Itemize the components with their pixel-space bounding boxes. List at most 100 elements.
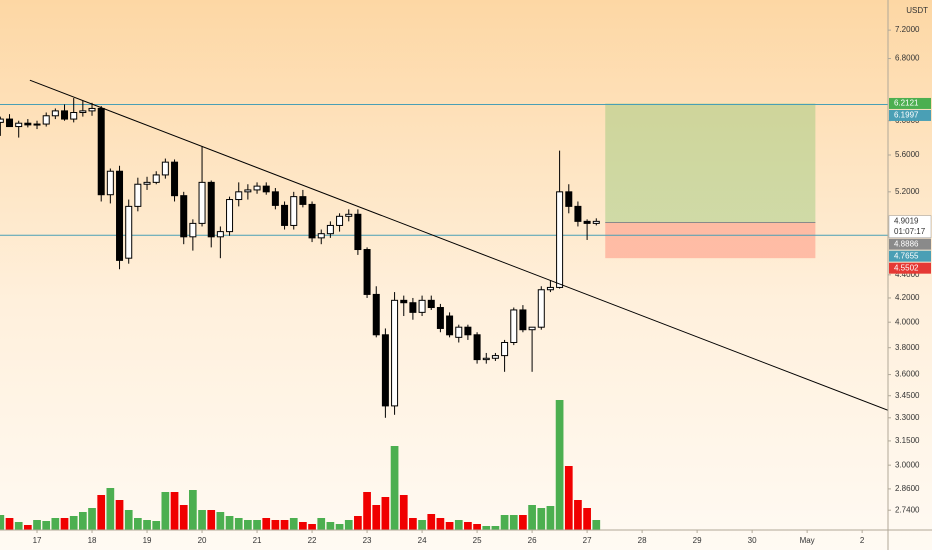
volume-bar — [5, 518, 14, 530]
candle-body — [326, 224, 334, 235]
volume-bar — [344, 520, 353, 530]
y-tick-label: 4.4000 — [895, 270, 920, 279]
volume-bar — [244, 520, 252, 530]
volume-bar — [0, 515, 5, 530]
candle-body — [79, 110, 87, 114]
candle-body — [336, 215, 344, 226]
volume-bar — [583, 508, 591, 530]
volume-bar — [124, 510, 133, 530]
candle-body — [501, 341, 509, 357]
volume-bar — [537, 508, 546, 530]
candle-body — [583, 220, 591, 224]
candle-body — [207, 181, 215, 238]
volume-bar — [133, 518, 142, 530]
x-tick-label: 24 — [418, 536, 427, 545]
price-label: 4.7655 — [894, 251, 919, 260]
price-label: 4.8886 — [894, 239, 919, 248]
candle-body — [15, 122, 23, 128]
y-tick-label: 5.2000 — [895, 187, 920, 196]
volume-bar — [464, 522, 472, 530]
candle-body — [33, 123, 41, 126]
price-label-box — [889, 109, 931, 121]
candle-body — [455, 326, 463, 338]
candle-body — [537, 289, 545, 328]
volume-bar — [574, 500, 582, 530]
candle-body — [171, 161, 179, 197]
x-tick-label: 20 — [198, 536, 207, 545]
volume-bar — [299, 522, 307, 530]
volume-bar — [253, 520, 261, 530]
candle-body — [381, 334, 389, 407]
candle-body — [235, 191, 243, 201]
volume-bar — [546, 506, 555, 530]
candle-body — [418, 299, 426, 313]
volume-bar — [482, 526, 491, 530]
loss-zone — [605, 222, 816, 259]
x-tick-label: 21 — [253, 536, 262, 545]
volume-bar — [170, 492, 179, 530]
candle-body — [189, 222, 197, 238]
volume-bar — [409, 518, 417, 530]
volume-bar — [189, 490, 197, 530]
volume-bar — [491, 526, 500, 530]
volume-bar — [381, 497, 390, 530]
candle-body — [473, 334, 481, 361]
y-tick-label: 3.3000 — [895, 413, 920, 422]
volume-bar — [42, 521, 51, 530]
trendline — [29, 79, 888, 411]
candle-body — [446, 315, 454, 336]
volume-bar — [143, 520, 151, 530]
candle-body — [345, 213, 353, 217]
volume-bar — [106, 488, 115, 530]
candle-body — [143, 181, 151, 185]
volume-bar — [317, 518, 326, 530]
price-label-box — [889, 262, 931, 274]
y-tick-label: 3.8000 — [895, 343, 920, 352]
price-label: 4.9019 — [894, 216, 919, 225]
candle-body — [299, 196, 307, 205]
candle-body — [161, 161, 169, 176]
candle-body — [400, 299, 408, 304]
candle-body — [0, 118, 4, 123]
volume-bar — [207, 510, 216, 530]
candle-body — [116, 170, 124, 261]
x-tick-label: 22 — [308, 536, 317, 545]
price-label: 6.2121 — [894, 99, 919, 108]
volume-bar — [519, 515, 527, 530]
y-tick-label: 2.8600 — [895, 484, 920, 493]
x-tick-label: 25 — [473, 536, 482, 545]
volume-bar — [280, 520, 289, 530]
x-tick-label: 17 — [33, 536, 42, 545]
volume-bar — [14, 522, 23, 530]
candle-body — [262, 185, 270, 193]
volume-bar — [399, 495, 408, 530]
candle-body — [372, 293, 380, 336]
candle-body — [363, 249, 371, 295]
volume-bar — [51, 518, 60, 530]
volume-bar — [436, 518, 445, 530]
candle-body — [271, 191, 279, 206]
candle-body — [24, 122, 32, 126]
candle-body — [491, 355, 499, 359]
volume-bar — [60, 518, 69, 530]
y-tick-label: 3.0000 — [895, 460, 920, 469]
price-label-box — [889, 250, 931, 262]
candle-body — [125, 205, 133, 259]
volume-bar — [262, 518, 271, 530]
volume-bar — [528, 505, 536, 530]
candle-body — [427, 299, 435, 309]
y-tick-label: 7.2000 — [895, 25, 920, 34]
candle-body — [51, 110, 59, 117]
currency-label: USDT — [906, 6, 928, 15]
candle-body — [134, 183, 142, 207]
volume-bar — [115, 500, 124, 530]
profit-zone — [605, 103, 816, 223]
candle-body — [42, 115, 50, 125]
volume-bar — [23, 525, 32, 530]
volume-bar — [454, 520, 463, 530]
x-tick-label: 26 — [528, 536, 537, 545]
x-tick-label: 18 — [88, 536, 97, 545]
x-tick-label: 23 — [363, 536, 372, 545]
